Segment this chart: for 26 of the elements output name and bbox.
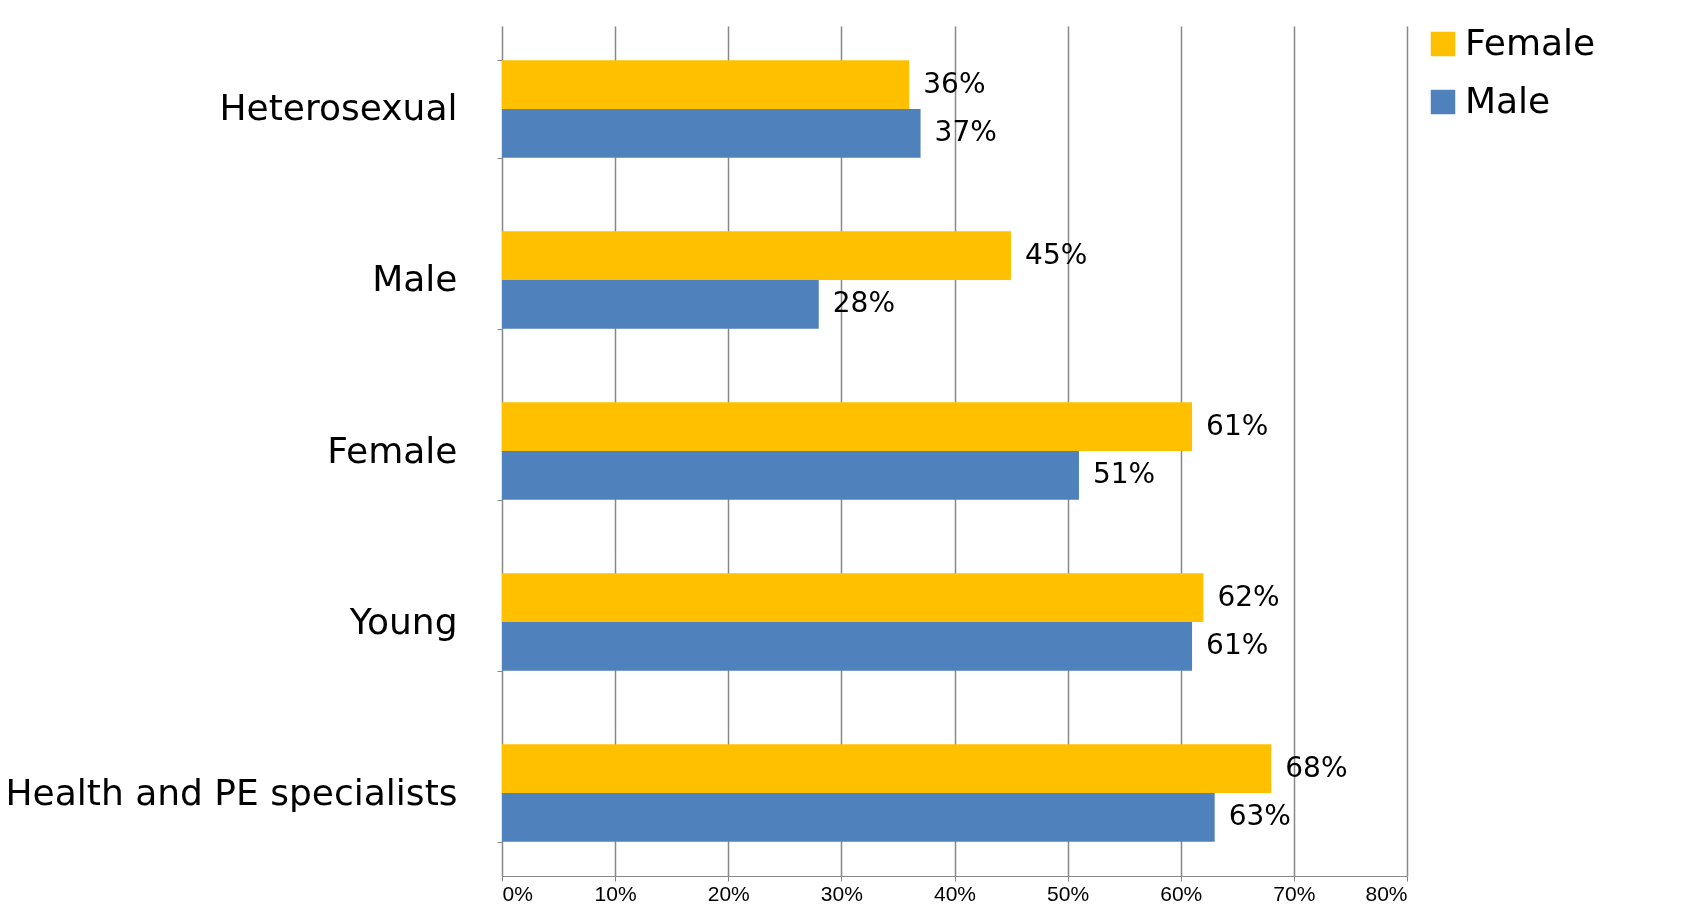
data-label: 62% <box>1217 579 1280 613</box>
y-tick-label: Heterosexual <box>219 87 458 129</box>
data-label: 36% <box>923 66 986 100</box>
x-tick-label: 60% <box>1160 881 1203 905</box>
data-label: 63% <box>1228 799 1291 833</box>
y-tick-label: Young <box>348 600 458 642</box>
x-tick-label: 0% <box>502 881 533 905</box>
legend-label: Male <box>1465 80 1551 121</box>
data-label: 37% <box>934 115 997 149</box>
x-tick-label: 70% <box>1273 881 1316 905</box>
y-tick-label: Male <box>372 258 458 300</box>
y-tick-label: Health and PE specialists <box>5 771 458 813</box>
data-label: 28% <box>832 286 895 320</box>
x-tick-label: 40% <box>933 881 977 905</box>
data-label: 51% <box>1092 457 1156 491</box>
x-tick-label: 50% <box>1047 881 1090 905</box>
data-label: 61% <box>1206 628 1269 662</box>
x-tick-label: 20% <box>707 881 750 905</box>
y-tick-label: Female <box>327 429 458 471</box>
data-label: 61% <box>1206 408 1269 442</box>
x-tick-label: 30% <box>820 881 863 905</box>
x-tick-label: 10% <box>594 881 637 905</box>
data-label: 68% <box>1285 750 1348 784</box>
x-tick-label: 80% <box>1365 881 1408 905</box>
legend-label: Female <box>1465 22 1596 63</box>
data-label: 45% <box>1025 237 1088 271</box>
